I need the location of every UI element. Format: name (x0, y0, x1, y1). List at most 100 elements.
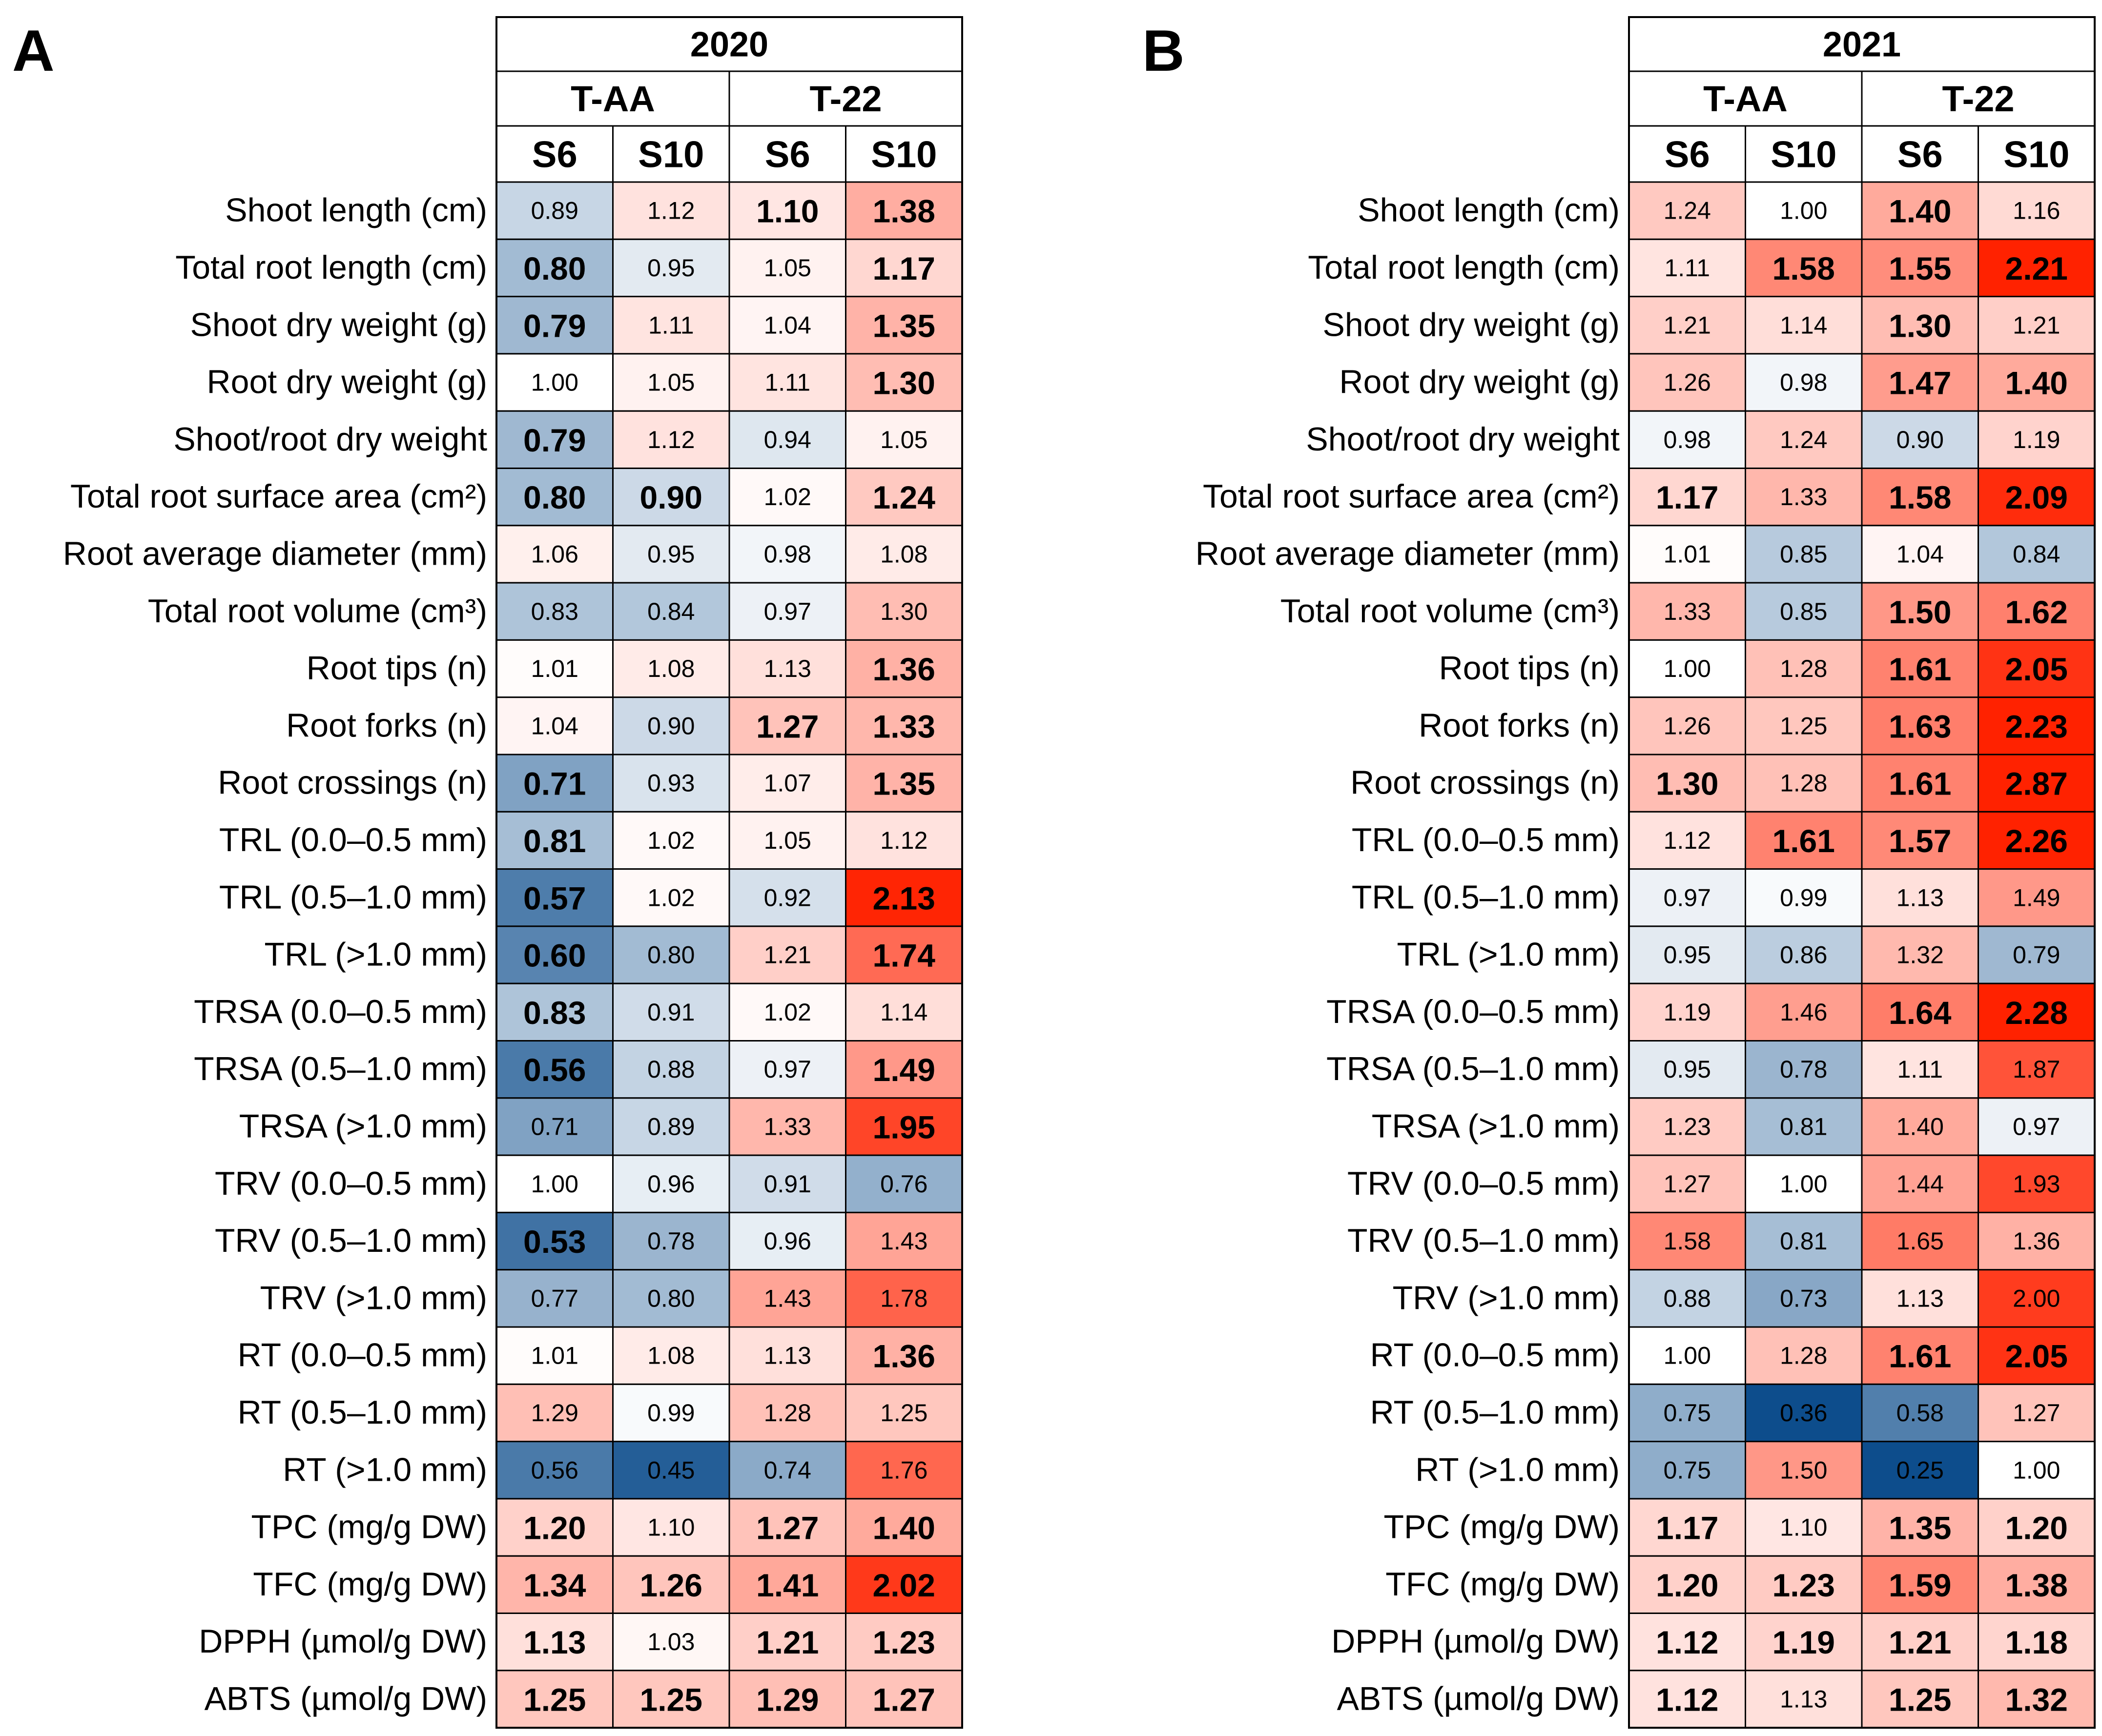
cell-value: 0.81 (1780, 1227, 1827, 1255)
cell-value: 1.21 (1889, 1624, 1951, 1660)
row-label: RT (0.0–0.5 mm) (238, 1337, 487, 1374)
heatmap-cell (1978, 238, 2096, 298)
year-header: 2020 (690, 25, 768, 64)
column-header: S6 (765, 134, 810, 176)
row-label: Total root length (cm) (1308, 249, 1620, 286)
cell-value: 0.91 (647, 999, 695, 1026)
cell-value: 1.59 (1889, 1567, 1951, 1603)
row-label: Total root surface area (cm²) (1203, 478, 1620, 515)
cell-value: 1.21 (756, 1624, 819, 1660)
row-label: TRL (0.5–1.0 mm) (219, 878, 487, 916)
cell-value: 0.79 (523, 307, 586, 344)
column-header: S10 (871, 134, 937, 176)
heatmap-cell (612, 868, 730, 927)
cell-value: 0.71 (523, 766, 586, 802)
heatmap-cell (1628, 925, 1746, 984)
heatmap-cell (728, 1097, 846, 1156)
cell-value: 2.28 (2005, 995, 2068, 1031)
heatmap-cell (1978, 639, 2096, 698)
heatmap-cell (728, 1670, 846, 1729)
cell-value: 0.56 (523, 1052, 586, 1088)
heatmap-cell (1978, 754, 2096, 813)
heatmap-cell (1978, 1498, 2096, 1557)
heatmap-cell (1978, 1269, 2096, 1328)
column-header-box (1861, 125, 1979, 183)
cell-value: 1.11 (1897, 1056, 1943, 1083)
cell-value: 0.98 (1664, 426, 1711, 453)
heatmap-cell (1861, 696, 1979, 756)
heatmap-cell (1861, 353, 1979, 412)
heatmap-cell (1978, 1040, 2096, 1099)
heatmap-cell (1628, 296, 1746, 355)
cell-value: 0.84 (2013, 540, 2060, 568)
year-header: 2021 (1823, 25, 1901, 64)
heatmap-cell (1745, 925, 1863, 984)
row-label: RT (0.0–0.5 mm) (1370, 1337, 1620, 1374)
heatmap-cell (845, 696, 963, 756)
row-label: Shoot length (cm) (1358, 192, 1620, 229)
cell-value: 1.00 (1780, 197, 1827, 225)
heatmap-cell (728, 868, 846, 927)
heatmap-cell (1861, 468, 1979, 527)
row-label: Root tips (n) (307, 650, 487, 687)
cell-value: 1.04 (1896, 540, 1944, 568)
heatmap-cell (728, 410, 846, 470)
cell-value: 1.01 (531, 1342, 578, 1369)
cell-value: 0.75 (1664, 1399, 1711, 1427)
cell-value: 1.76 (880, 1456, 927, 1484)
cell-value: 1.49 (873, 1052, 935, 1088)
row-label: TRL (0.0–0.5 mm) (1352, 821, 1620, 858)
cell-value: 0.88 (1664, 1285, 1711, 1312)
row-label: RT (0.5–1.0 mm) (238, 1394, 487, 1431)
cell-value: 2.21 (2005, 250, 2068, 286)
cell-value: 1.12 (647, 197, 695, 225)
row-label: TRV (0.0–0.5 mm) (1347, 1165, 1620, 1202)
heatmap-cell (1745, 410, 1863, 470)
heatmap-cell (1978, 982, 2096, 1042)
cell-value: 1.32 (2005, 1681, 2068, 1717)
cell-value: 1.34 (523, 1567, 586, 1603)
heatmap-cell (728, 468, 846, 527)
column-header-box (1978, 125, 2096, 183)
cell-value: 1.02 (764, 483, 811, 511)
cell-value: 0.78 (1780, 1056, 1827, 1083)
heatmap-cell (1978, 811, 2096, 870)
column-header-box (612, 125, 730, 183)
row-label: TFC (mg/g DW) (253, 1566, 487, 1603)
heatmap-cell (1978, 181, 2096, 240)
cell-value: 1.10 (1780, 1514, 1827, 1541)
heatmap-cell (612, 410, 730, 470)
heatmap-cell (1861, 1555, 1979, 1614)
heatmap-cell (845, 1498, 963, 1557)
heatmap-cell (845, 925, 963, 984)
heatmap-cell (1745, 982, 1863, 1042)
cell-value: 0.60 (523, 938, 586, 974)
cell-value: 1.01 (1664, 540, 1711, 568)
row-label: TFC (mg/g DW) (1385, 1566, 1620, 1603)
cell-value: 1.19 (2013, 426, 2060, 453)
cell-value: 1.24 (1664, 197, 1711, 225)
cell-value: 0.93 (647, 770, 695, 797)
cell-value: 0.90 (1896, 426, 1944, 453)
row-label: Total root length (cm) (175, 249, 487, 286)
cell-value: 1.28 (1780, 770, 1827, 797)
heatmap-cell (845, 1555, 963, 1614)
cell-value: 1.25 (523, 1681, 586, 1717)
heatmap-cell (1978, 925, 2096, 984)
heatmap-cell (612, 811, 730, 870)
heatmap-cell (1745, 1269, 1863, 1328)
cell-value: 1.00 (1664, 655, 1711, 682)
cell-value: 1.57 (1889, 823, 1951, 859)
row-label: Root average diameter (mm) (63, 535, 487, 572)
row-label: TRL (0.0–0.5 mm) (219, 821, 487, 858)
cell-value: 1.61 (1889, 1338, 1951, 1374)
cell-value: 1.16 (2013, 197, 2060, 225)
row-label: TRSA (0.0–0.5 mm) (194, 993, 487, 1030)
heatmap-cell (728, 1441, 846, 1500)
heatmap-cell (1978, 296, 2096, 355)
cell-value: 1.78 (880, 1285, 927, 1312)
heatmap-cell (612, 1326, 730, 1385)
cell-value: 0.85 (1780, 598, 1827, 625)
column-header: S10 (638, 134, 704, 176)
heatmap-cell (1861, 639, 1979, 698)
